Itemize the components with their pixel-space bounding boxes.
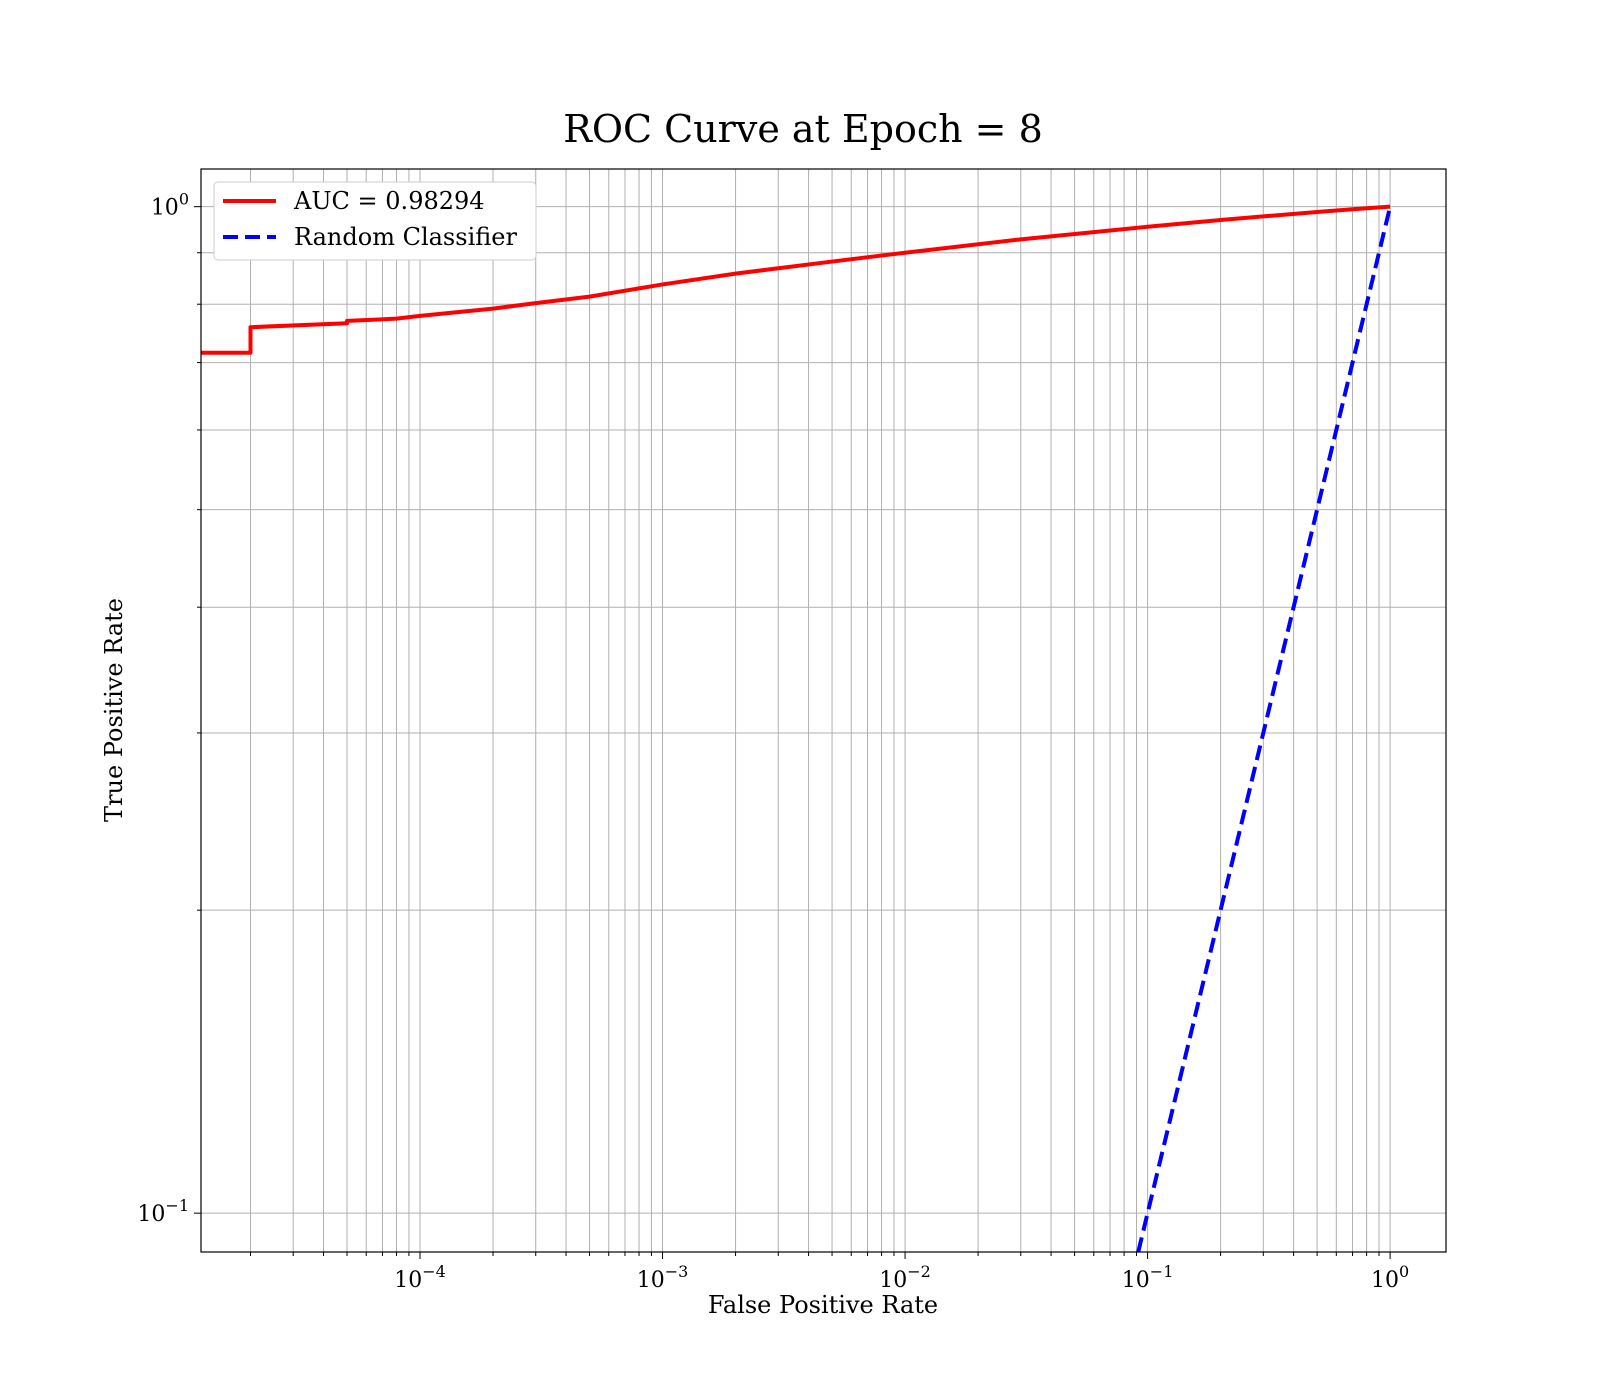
- y-tick-label: 100: [151, 190, 189, 221]
- x-tick-label: 100: [1371, 1262, 1409, 1293]
- series-layer: [201, 204, 1393, 1253]
- x-axis-label: False Positive Rate: [708, 1291, 938, 1319]
- legend-label: AUC = 0.98294: [293, 187, 485, 215]
- legend-box: [213, 181, 537, 261]
- plot-frame: [200, 168, 1447, 1253]
- x-tick-label: 10−1: [1122, 1262, 1174, 1293]
- chart-title: ROC Curve at Epoch = 8: [563, 107, 1043, 151]
- x-tick-label: 10−3: [637, 1262, 689, 1293]
- roc-curve-line: [201, 204, 1391, 355]
- grid-lines: [201, 169, 1446, 1252]
- y-tick-label: 10−1: [137, 1196, 189, 1227]
- tick-layer: 10−4 10−3 10−2 10−1 100 100 10−1: [137, 190, 1409, 1293]
- y-axis-label: True Positive Rate: [100, 598, 128, 822]
- x-tick-label: 10−2: [879, 1262, 931, 1293]
- x-tick-label: 10−4: [394, 1262, 446, 1293]
- random-classifier-line: [1136, 206, 1393, 1253]
- legend: AUC = 0.98294 Random Classifier: [213, 181, 537, 261]
- legend-label: Random Classifier: [294, 223, 517, 251]
